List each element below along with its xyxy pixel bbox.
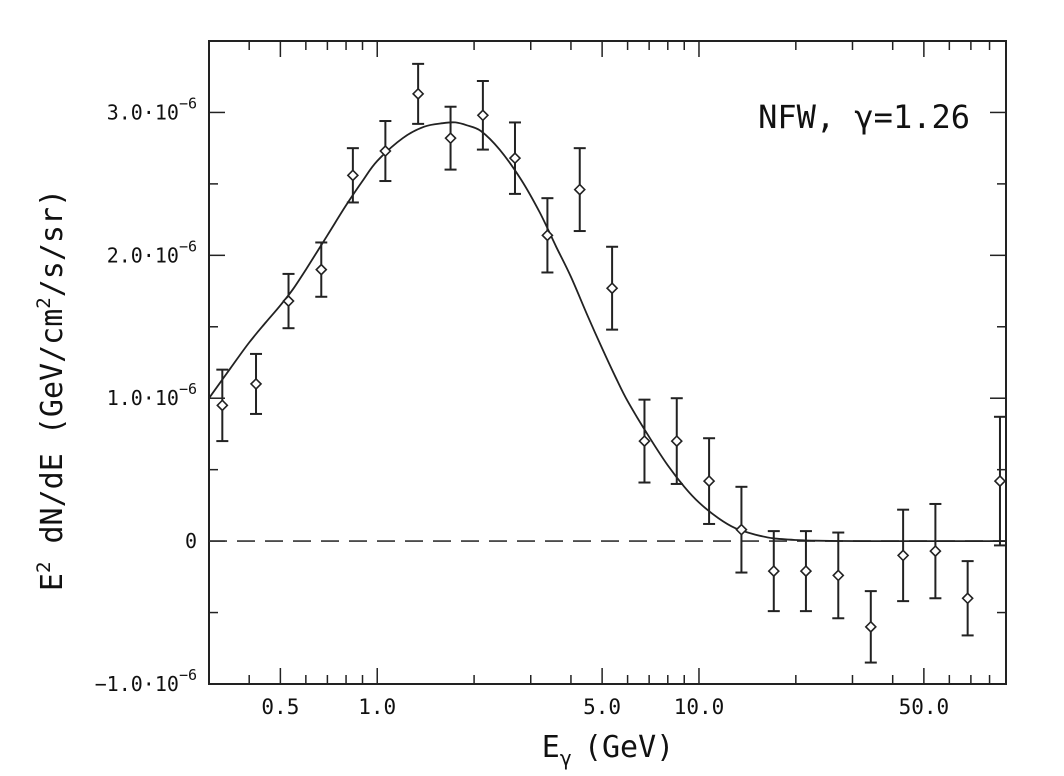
- plot-frame: [208, 40, 1007, 685]
- y-tick-label: 2.0·10−6: [107, 237, 197, 267]
- data-point-marker: [573, 183, 586, 196]
- data-point-marker: [993, 474, 1007, 488]
- data-point-marker: [735, 523, 748, 536]
- y-tick-label: −1.0·10−6: [95, 666, 197, 696]
- data-point-marker: [638, 434, 651, 448]
- x-axis-label-unit: (GeV): [584, 730, 674, 765]
- data-point-marker: [541, 229, 554, 242]
- annotation-text: NFW, γ=1.26: [758, 98, 970, 136]
- data-point-marker: [961, 592, 974, 605]
- x-tick-label: 50.0: [899, 695, 950, 719]
- data-point-marker: [216, 399, 229, 412]
- x-tick-label: 0.5: [261, 695, 299, 719]
- data-point-marker: [832, 569, 845, 582]
- x-tick-label: 10.0: [674, 695, 725, 719]
- data-point-marker: [282, 294, 295, 308]
- data-point-marker: [476, 109, 490, 122]
- plot-layer: 0.5 1.0 5.0 10.0 50.0 −1.0·10−6 0 1.0·10−6 2.0·1…: [95, 40, 1007, 719]
- y-tick-label: 1.0·10−6: [107, 380, 197, 410]
- y-axis-label-sup: 2: [33, 562, 55, 573]
- y-axis-label-sup2: 2: [33, 297, 55, 308]
- x-tick-label: 1.0: [358, 695, 396, 719]
- y-axis-label-prefix: E: [35, 573, 70, 591]
- svg-text:Eγ(GeV): Eγ (GeV): [542, 730, 674, 770]
- y-axis-label-tail: /s/sr): [35, 189, 70, 297]
- data-point-marker: [411, 87, 425, 101]
- x-axis-label-main: E: [542, 730, 560, 765]
- x-axis-label: Eγ (GeV): [542, 730, 674, 770]
- x-tick-label: 5.0: [583, 695, 621, 719]
- y-tick-label: 0: [185, 529, 197, 553]
- data-point-marker: [444, 132, 457, 145]
- data-point-marker: [605, 282, 619, 295]
- data-point-marker: [767, 564, 780, 578]
- data-point-marker: [315, 263, 328, 276]
- y-axis-label: E2 dN/dE (GeV/cm2/s/sr): [33, 189, 70, 591]
- model-curve: [208, 121, 1006, 542]
- data-point-marker: [702, 474, 716, 488]
- data-point-marker: [929, 544, 942, 558]
- data-point-marker: [799, 564, 813, 578]
- y-tick-label: 3.0·10−6: [107, 94, 197, 124]
- data-point-marker: [508, 152, 522, 165]
- data-point-marker: [346, 169, 360, 182]
- data-point-marker: [864, 620, 877, 633]
- x-axis-label-sub: γ: [560, 746, 572, 770]
- y-axis-label-main: dN/dE (GeV/cm: [35, 309, 70, 562]
- svg-text:E2 dN/dE (GeV/cm2/s/sr): E2 dN/dE (GeV/cm2/s/sr): [33, 189, 70, 591]
- data-point-marker: [379, 144, 392, 158]
- data-point-marker: [249, 377, 263, 391]
- data-point-marker: [896, 549, 910, 562]
- data-point-marker: [670, 434, 683, 448]
